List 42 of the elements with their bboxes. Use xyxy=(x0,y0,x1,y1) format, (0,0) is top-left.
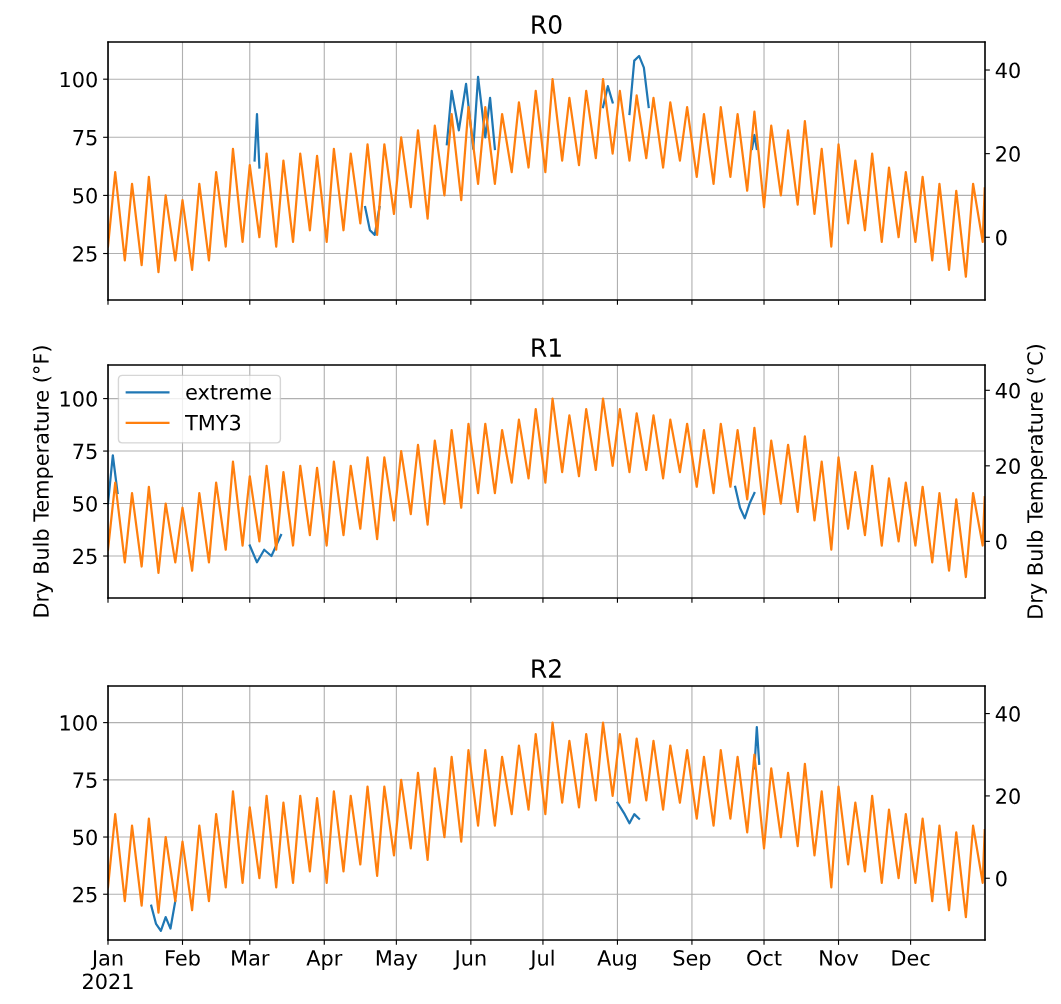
y-tick-label: 50 xyxy=(73,829,97,846)
x-tick-label: Nov xyxy=(820,950,859,966)
x-tick-label: Mar xyxy=(232,950,270,966)
x-tick-label: Jan 2021 xyxy=(83,950,133,990)
legend-label: TMY3 xyxy=(185,414,241,431)
y-tick-label: 100 xyxy=(60,715,97,731)
x-tick-label: Jul xyxy=(529,949,554,970)
line-series xyxy=(108,721,985,919)
y2-tick-label: 20 xyxy=(996,146,1020,162)
y-tick-label: 25 xyxy=(73,548,97,565)
x-tick-label: Feb xyxy=(166,949,200,966)
y-tick-label: 75 xyxy=(73,443,97,460)
y-tick-label: 100 xyxy=(60,391,97,407)
y2-tick-label: 0 xyxy=(996,533,1007,550)
x-tick-label: Dec xyxy=(892,950,930,966)
y2-tick-label: 20 xyxy=(996,458,1020,475)
x-tick-label: Aug xyxy=(597,950,636,970)
y-tick-label: 25 xyxy=(73,886,97,903)
y-tick-label: 75 xyxy=(73,772,97,789)
x-tick-label: Apr xyxy=(306,950,343,970)
y2-tick-label: 20 xyxy=(996,788,1020,805)
x-tick-label: Oct xyxy=(747,950,782,966)
y2-tick-label: 0 xyxy=(996,870,1007,887)
x-tick-label: Sep xyxy=(673,950,711,970)
y-axis-title: Dry Bulb Temperature (°F) xyxy=(32,346,53,617)
y2-axis-title: Dry Bulb Temperature (°C) xyxy=(1026,345,1047,618)
y2-tick-label: 0 xyxy=(996,229,1007,246)
line-series xyxy=(108,78,985,278)
x-tick-label: Jun xyxy=(453,950,486,970)
legend-label: extreme xyxy=(186,384,271,400)
y-tick-label: 50 xyxy=(73,495,97,512)
y-tick-label: 100 xyxy=(60,71,97,88)
y-tick-label: 75 xyxy=(73,130,97,146)
y2-tick-label: 40 xyxy=(995,62,1020,79)
x-tick-label: May xyxy=(376,950,418,970)
chart-title: R2 xyxy=(532,659,561,678)
y2-tick-label: 40 xyxy=(995,382,1020,399)
y-tick-label: 25 xyxy=(73,245,97,262)
y2-tick-label: 40 xyxy=(995,706,1020,722)
chart-title: R1 xyxy=(532,338,561,357)
y-tick-label: 50 xyxy=(73,187,97,204)
chart-title: R0 xyxy=(532,15,562,35)
